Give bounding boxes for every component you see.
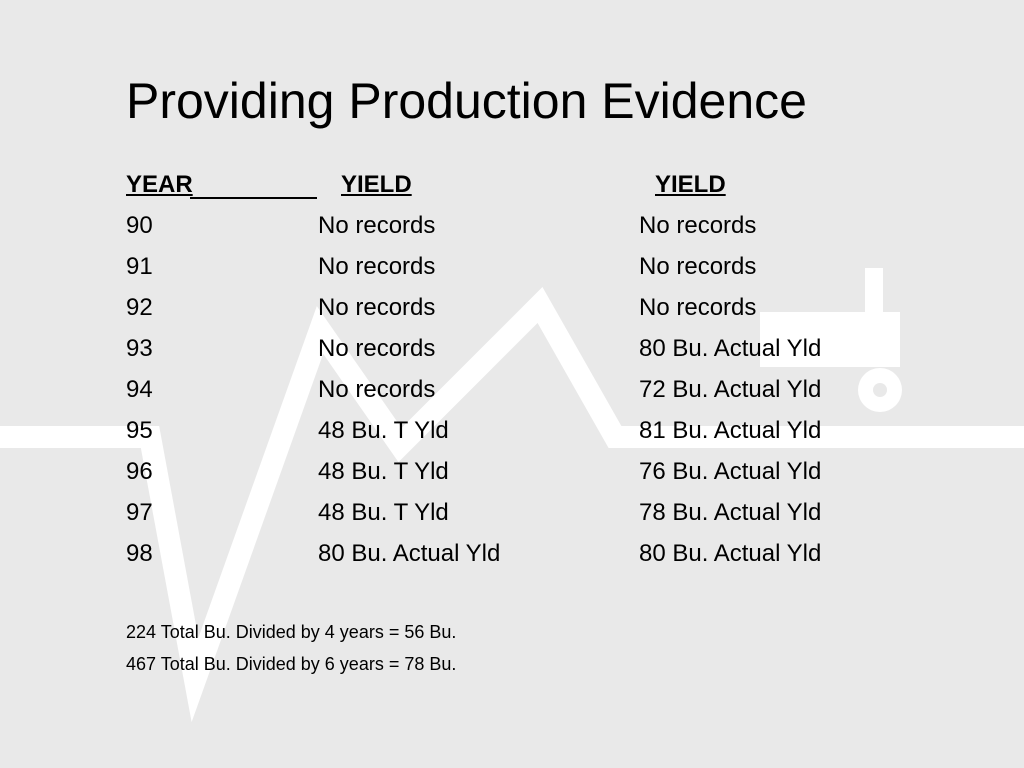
table-cell: 76 Bu. Actual Yld [639,458,822,485]
table-cell: No records [318,212,436,239]
note: 224 Total Bu. Divided by 4 years = 56 Bu… [126,622,457,642]
table-cell: 81 Bu. Actual Yld [639,417,822,444]
column-header: YIELD [341,171,412,198]
table-cell: 92 [126,294,153,321]
tractor-icon [760,268,902,412]
table-cell: 80 Bu. Actual Yld [639,335,822,362]
table-cell: 48 Bu. T Yld [318,499,449,526]
table-cell: 96 [126,458,153,485]
table-cell: 72 Bu. Actual Yld [639,376,822,403]
table-cell: 78 Bu. Actual Yld [639,499,822,526]
table-cell: 93 [126,335,153,362]
table-cell: No records [318,376,436,403]
column-header: YIELD [655,171,726,198]
table-cell: 80 Bu. Actual Yld [318,540,501,567]
table-cell: No records [639,253,757,280]
table-cell: 90 [126,212,153,239]
note: 467 Total Bu. Divided by 6 years = 78 Bu… [126,654,457,674]
table-cell: 97 [126,499,153,526]
table-cell: 80 Bu. Actual Yld [639,540,822,567]
table-cell: 48 Bu. T Yld [318,417,449,444]
column-header: YEAR [126,171,193,198]
table-cell: No records [318,294,436,321]
table-cell: No records [639,212,757,239]
header-underline [190,197,317,199]
table-cell: 91 [126,253,153,280]
table-cell: No records [318,253,436,280]
table-cell: No records [318,335,436,362]
title: Providing Production Evidence [126,73,807,129]
table-cell: 94 [126,376,153,403]
table-cell: 48 Bu. T Yld [318,458,449,485]
table-cell: 95 [126,417,153,444]
table-cell: No records [639,294,757,321]
line-graphic [0,287,1024,723]
table-cell: 98 [126,540,153,567]
